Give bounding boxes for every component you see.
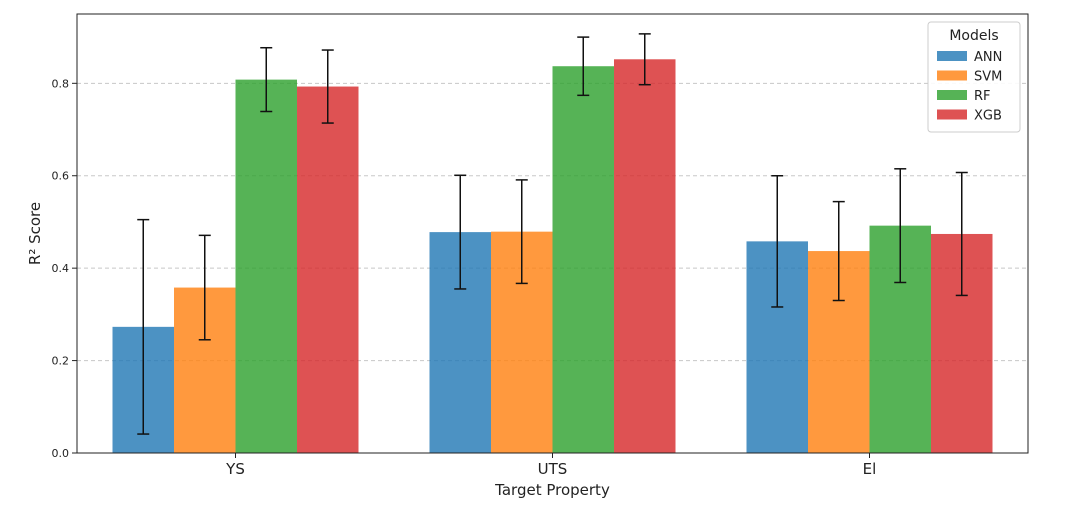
error-bar-rf-ys	[260, 46, 273, 113]
error-bar-svm-ys	[198, 234, 211, 341]
bar-xgb-uts	[614, 59, 676, 453]
legend-swatch-xgb	[937, 109, 967, 120]
y-tick-label: 0.0	[52, 447, 70, 460]
y-tick-label: 0.8	[52, 77, 70, 90]
error-bar-rf-uts	[577, 36, 590, 97]
error-bars	[137, 33, 968, 435]
bar-rf-ys	[235, 79, 297, 453]
x-tick-label-uts: UTS	[538, 460, 568, 478]
error-bar-svm-el	[832, 200, 845, 302]
error-bar-svm-uts	[515, 179, 528, 285]
legend-label-ann: ANN	[974, 50, 1002, 65]
bars	[112, 59, 993, 453]
legend-swatch-ann	[937, 51, 967, 61]
y-tick-label: 0.6	[52, 170, 70, 183]
legend-swatch-rf	[937, 90, 967, 100]
error-bar-xgb-el	[955, 171, 968, 297]
bar-rf-uts	[552, 66, 614, 453]
legend-swatch-svm	[937, 70, 967, 81]
error-bar-xgb-uts	[638, 33, 651, 86]
x-tick-label-el: El	[863, 460, 877, 478]
legend-box	[927, 21, 1021, 133]
y-tick-label: 0.4	[52, 262, 70, 275]
legend-label-xgb: XGB	[974, 109, 1002, 124]
x-tick-label-ys: YS	[225, 460, 245, 478]
legend-label-rf: RF	[974, 89, 991, 104]
axes-ticks: 0.0 0.2 0.4 0.6 0.8 YS UTS El	[52, 77, 877, 478]
legend-title: Models	[949, 28, 998, 44]
error-bar-ann-el	[771, 174, 784, 308]
legend-label-svm: SVM	[974, 70, 1002, 85]
bar-xgb-ys	[297, 86, 359, 453]
legend: Models ANN SVM RF XGB	[927, 21, 1021, 133]
error-bar-rf-el	[894, 168, 907, 284]
x-axis-title: Target Property	[494, 481, 610, 499]
y-tick-label: 0.2	[52, 355, 70, 368]
error-bar-ann-uts	[454, 174, 467, 290]
error-bar-ann-ys	[137, 218, 150, 435]
y-axis-title: R² Score	[26, 202, 44, 265]
error-bar-xgb-ys	[321, 49, 334, 124]
